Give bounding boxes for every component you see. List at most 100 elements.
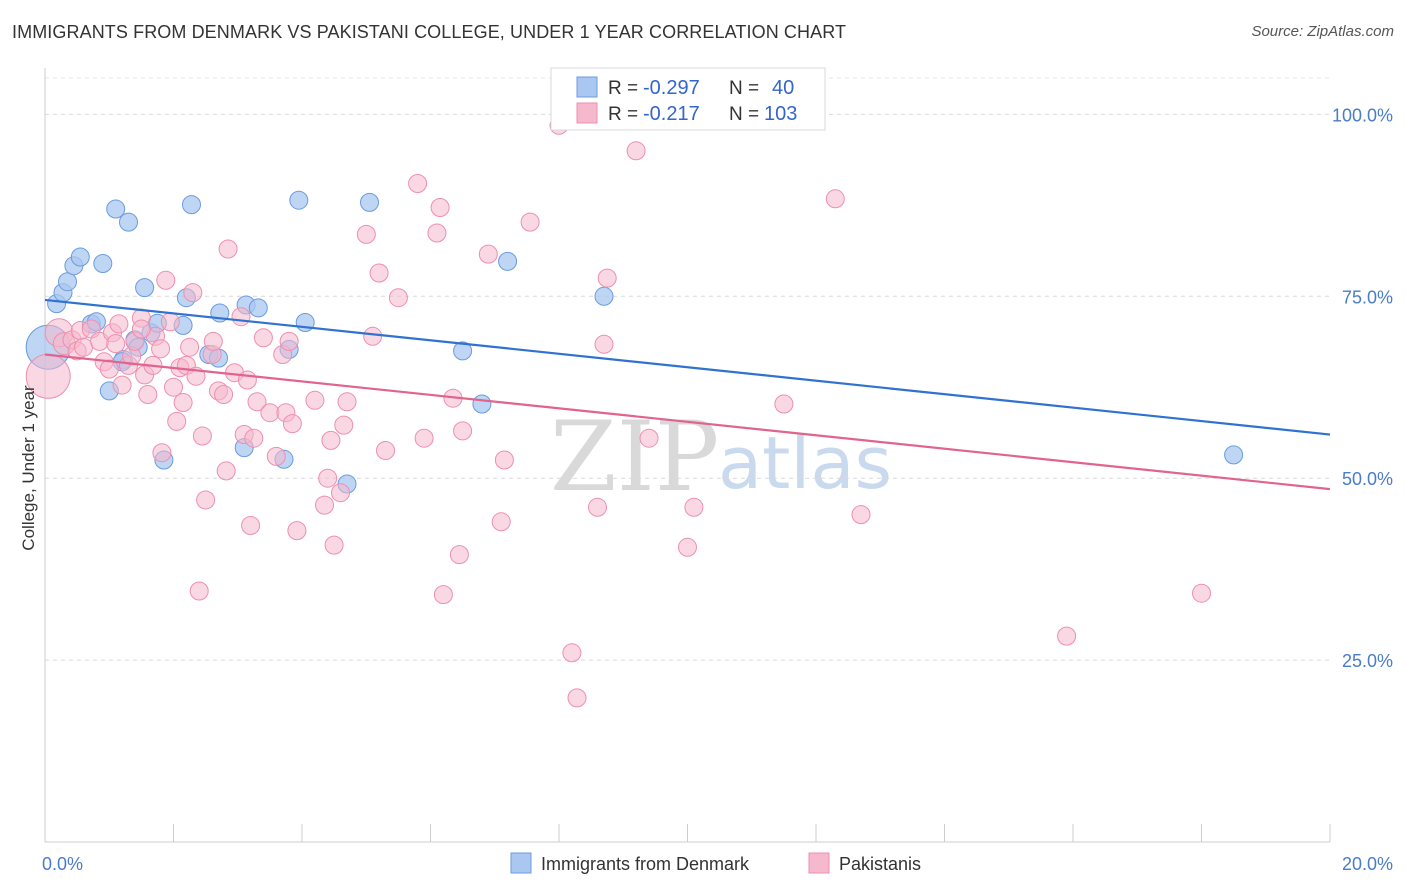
data-point-pakistanis	[231, 307, 251, 327]
data-point-pakistanis	[180, 337, 200, 357]
data-point-pakistanis	[414, 428, 434, 448]
data-point-pakistanis	[237, 370, 257, 390]
data-point-pakistanis	[106, 334, 126, 354]
y-tick-label: 25.0%	[1342, 651, 1393, 671]
trend-line-denmark	[44, 298, 1331, 436]
data-point-pakistanis	[183, 283, 203, 303]
legend-n-value-pakistanis: 103	[764, 103, 797, 125]
series-legend: Immigrants from Denmark Pakistanis	[510, 852, 921, 874]
data-point-pakistanis	[626, 141, 646, 161]
data-point-denmark	[472, 394, 492, 414]
data-point-pakistanis	[260, 403, 280, 423]
data-point-pakistanis	[369, 263, 389, 283]
data-point-pakistanis	[216, 461, 236, 481]
series-legend-swatch-denmark	[510, 852, 532, 874]
legend-n-value-denmark: 40	[772, 77, 794, 99]
x-tick-labels: 0.0% 20.0%	[42, 854, 1393, 874]
data-point-pakistanis	[189, 581, 209, 601]
y-tick-label: 75.0%	[1342, 287, 1393, 307]
data-point-pakistanis	[520, 212, 540, 232]
data-point-pakistanis	[318, 468, 338, 488]
data-point-pakistanis	[597, 268, 617, 288]
data-point-denmark	[1224, 445, 1244, 465]
data-point-pakistanis	[478, 244, 498, 264]
data-point-pakistanis	[315, 495, 334, 515]
data-point-pakistanis	[1057, 626, 1077, 646]
legend-r-value-denmark: -0.297	[643, 77, 700, 99]
data-point-pakistanis	[152, 443, 172, 463]
data-point-pakistanis	[825, 189, 845, 209]
trend-line-pakistanis	[44, 353, 1331, 491]
data-point-pakistanis	[562, 643, 582, 663]
data-point-pakistanis	[639, 428, 659, 448]
data-point-pakistanis	[74, 337, 93, 357]
series-legend-swatch-pakistanis	[808, 852, 830, 874]
data-point-pakistanis	[218, 239, 238, 259]
axes	[44, 68, 1331, 843]
data-point-pakistanis	[334, 415, 354, 435]
data-point-pakistanis	[491, 512, 511, 532]
data-point-pakistanis	[678, 537, 697, 557]
data-point-pakistanis	[337, 392, 357, 412]
y-axis-label: College, Under 1 year	[19, 385, 38, 551]
data-point-pakistanis	[164, 377, 183, 397]
data-point-pakistanis	[173, 393, 193, 412]
data-point-pakistanis	[594, 334, 614, 354]
data-point-pakistanis	[282, 414, 302, 434]
data-point-pakistanis	[138, 385, 158, 404]
data-point-pakistanis	[203, 331, 223, 351]
data-point-denmark	[182, 195, 201, 215]
data-point-denmark	[360, 192, 379, 212]
data-point-pakistanis	[588, 497, 607, 517]
data-point-pakistanis	[160, 312, 180, 332]
data-point-pakistanis	[567, 688, 587, 708]
watermark-zip: ZIP	[550, 401, 719, 513]
data-point-denmark	[93, 254, 113, 273]
data-point-pakistanis	[324, 535, 344, 555]
legend-r-label-denmark: R =	[608, 78, 638, 99]
zipatlas-watermark: ZIP atlas	[550, 401, 892, 513]
legend-r-label-pakistanis: R =	[608, 104, 638, 125]
source-credit: Source: ZipAtlas.com	[1251, 23, 1394, 40]
data-point-denmark	[248, 298, 268, 318]
x-tick-label-max: 20.0%	[1342, 854, 1393, 874]
data-point-pakistanis	[433, 585, 453, 605]
data-point-pakistanis	[427, 223, 447, 243]
data-point-denmark	[135, 278, 155, 298]
data-point-denmark	[453, 341, 473, 361]
series-legend-label-denmark: Immigrants from Denmark	[541, 854, 750, 874]
x-tick-label-min: 0.0%	[42, 854, 83, 874]
data-point-pakistanis	[430, 198, 450, 217]
data-point-pakistanis	[192, 426, 212, 446]
data-points	[25, 101, 1244, 708]
legend-r-value-pakistanis: -0.217	[643, 103, 700, 125]
trend-lines	[44, 298, 1331, 491]
legend-n-label-denmark: N =	[729, 78, 759, 99]
data-point-pakistanis	[112, 375, 132, 395]
chart-title: IMMIGRANTS FROM DENMARK VS PAKISTANI COL…	[12, 22, 847, 42]
data-point-pakistanis	[321, 430, 341, 450]
correlation-legend: R = -0.297 N = 40 R = -0.217 N = 103	[550, 67, 826, 131]
data-point-denmark	[594, 286, 614, 306]
data-point-denmark	[58, 272, 77, 292]
data-point-pakistanis	[684, 497, 704, 517]
data-point-denmark	[498, 251, 518, 271]
data-point-pakistanis	[167, 411, 187, 431]
data-point-pakistanis	[774, 394, 794, 414]
data-point-pakistanis	[156, 270, 176, 290]
y-tick-labels: 25.0% 50.0% 75.0% 100.0%	[1332, 105, 1393, 671]
data-point-pakistanis	[287, 521, 307, 541]
legend-swatch-pakistanis	[576, 102, 598, 124]
legend-n-label-pakistanis: N =	[729, 104, 759, 125]
data-point-pakistanis	[851, 505, 871, 525]
data-point-pakistanis	[253, 328, 273, 348]
y-tick-label: 50.0%	[1342, 469, 1393, 489]
data-point-denmark	[106, 199, 126, 219]
data-point-pakistanis	[376, 441, 395, 460]
data-point-pakistanis	[279, 331, 299, 351]
data-point-pakistanis	[408, 174, 428, 193]
data-point-pakistanis	[214, 385, 234, 404]
series-legend-label-pakistanis: Pakistanis	[839, 854, 921, 874]
data-point-denmark	[70, 247, 90, 267]
data-point-pakistanis	[388, 288, 408, 308]
